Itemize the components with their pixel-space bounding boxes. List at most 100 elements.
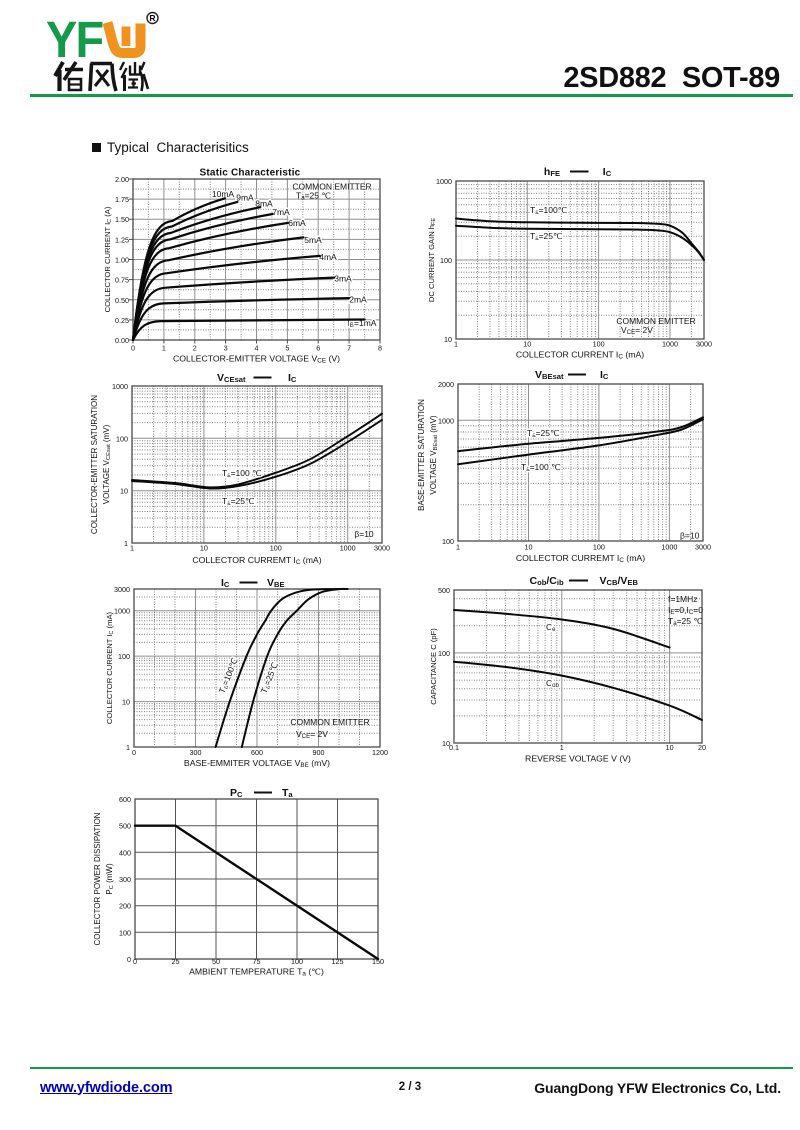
- svg-text:PC (mW): PC (mW): [105, 863, 115, 895]
- svg-text:Ta=100℃: Ta=100℃: [217, 656, 241, 695]
- svg-text:PC: PC: [230, 787, 243, 799]
- svg-text:500: 500: [119, 822, 131, 831]
- svg-text:300: 300: [190, 748, 202, 757]
- svg-text:400: 400: [119, 848, 131, 857]
- svg-text:Ta=100℃: Ta=100℃: [530, 205, 568, 216]
- svg-text:COMMON EMITTER: COMMON EMITTER: [616, 316, 695, 326]
- svg-text:10: 10: [120, 487, 128, 496]
- svg-text:100: 100: [116, 434, 128, 443]
- svg-text:IC: IC: [603, 166, 612, 178]
- svg-text:20: 20: [698, 743, 706, 752]
- svg-text:100: 100: [291, 957, 303, 966]
- svg-text:0: 0: [127, 955, 131, 964]
- svg-text:1.25: 1.25: [115, 235, 129, 244]
- svg-text:900: 900: [313, 748, 325, 757]
- svg-text:100: 100: [270, 544, 282, 553]
- svg-text:f=1MHz: f=1MHz: [668, 594, 698, 604]
- svg-text:COMMON EMITTER: COMMON EMITTER: [290, 717, 369, 727]
- svg-text:10: 10: [444, 335, 452, 344]
- svg-text:Ta=25℃: Ta=25℃: [530, 231, 563, 242]
- svg-text:0.00: 0.00: [115, 336, 129, 345]
- svg-text:75: 75: [253, 957, 261, 966]
- svg-text:VOLTAGE VBEsat (mV): VOLTAGE VBEsat (mV): [429, 415, 439, 495]
- svg-text:1.75: 1.75: [115, 195, 129, 204]
- svg-text:150: 150: [372, 957, 384, 966]
- svg-text:4: 4: [255, 344, 259, 353]
- svg-text:3000: 3000: [695, 543, 711, 552]
- svg-text:BASE-EMITTER SATURATION: BASE-EMITTER SATURATION: [417, 399, 426, 511]
- svg-text:10mA: 10mA: [212, 189, 235, 199]
- svg-text:Ta=100 ℃: Ta=100 ℃: [521, 462, 561, 473]
- svg-text:COLLECTOR-EMITTER SATURATION: COLLECTOR-EMITTER SATURATION: [90, 395, 99, 534]
- svg-text:0: 0: [131, 344, 135, 353]
- svg-text:300: 300: [119, 875, 131, 884]
- svg-text:125: 125: [332, 957, 344, 966]
- svg-text:3000: 3000: [374, 544, 390, 553]
- svg-text:0.50: 0.50: [115, 296, 129, 305]
- svg-text:COLLECTOR CURRENT IC (mA): COLLECTOR CURRENT IC (mA): [105, 611, 115, 724]
- svg-text:7mA: 7mA: [272, 207, 290, 217]
- svg-text:hFE: hFE: [544, 166, 560, 178]
- svg-text:COMMON EMITTER: COMMON EMITTER: [292, 182, 371, 192]
- svg-text:Ta=25℃: Ta=25℃: [527, 428, 560, 439]
- svg-text:1000: 1000: [661, 543, 677, 552]
- svg-text:VBE: VBE: [267, 577, 285, 589]
- svg-text:9mA: 9mA: [236, 193, 254, 203]
- svg-text:0.1: 0.1: [449, 743, 459, 752]
- svg-text:1: 1: [162, 344, 166, 353]
- svg-text:100: 100: [440, 256, 452, 265]
- svg-text:3000: 3000: [114, 585, 130, 594]
- svg-text:CAPACITANCE C (pF): CAPACITANCE C (pF): [429, 628, 438, 705]
- svg-text:7: 7: [347, 344, 351, 353]
- svg-text:COLLECTOR POWER DISSIPATION: COLLECTOR POWER DISSIPATION: [93, 812, 102, 945]
- svg-text:2mA: 2mA: [349, 295, 367, 305]
- svg-text:25: 25: [172, 957, 180, 966]
- svg-text:200: 200: [119, 902, 131, 911]
- svg-text:COLLECTOR CURRENT IC (mA): COLLECTOR CURRENT IC (mA): [516, 350, 644, 361]
- svg-text:100: 100: [119, 928, 131, 937]
- svg-text:IB=1mA: IB=1mA: [348, 318, 377, 329]
- svg-text:10: 10: [523, 340, 531, 349]
- svg-text:1000: 1000: [114, 607, 130, 616]
- svg-text:1: 1: [560, 743, 564, 752]
- svg-text:Ta=25 ℃: Ta=25 ℃: [668, 616, 703, 627]
- svg-text:100: 100: [442, 537, 454, 546]
- svg-text:3: 3: [224, 344, 228, 353]
- svg-text:100: 100: [438, 649, 450, 658]
- svg-text:8: 8: [378, 344, 382, 353]
- svg-text:10: 10: [442, 739, 450, 748]
- svg-text:1.50: 1.50: [115, 215, 129, 224]
- svg-text:VCE= 2V: VCE= 2V: [621, 325, 653, 336]
- svg-text:Ta=100 ℃: Ta=100 ℃: [222, 468, 262, 479]
- svg-text:100: 100: [118, 652, 130, 661]
- svg-text:Ta=25 ℃: Ta=25 ℃: [296, 191, 331, 202]
- svg-text:10: 10: [525, 543, 533, 552]
- svg-text:β=10: β=10: [680, 531, 700, 541]
- svg-text:Cob/Cib: Cob/Cib: [530, 575, 564, 587]
- svg-text:1000: 1000: [662, 340, 678, 349]
- svg-text:VCB/VEB: VCB/VEB: [600, 575, 639, 587]
- svg-text:BASE-EMMITER VOLTAGE VBE (: BASE-EMMITER VOLTAGE VBE (mV): [184, 758, 330, 769]
- svg-text:0.75: 0.75: [115, 276, 129, 285]
- svg-text:10: 10: [666, 743, 674, 752]
- svg-text:600: 600: [251, 748, 263, 757]
- svg-text:6: 6: [316, 344, 320, 353]
- svg-text:COLLECTOR CURRENT IC (A): COLLECTOR CURRENT IC (A): [103, 206, 113, 312]
- svg-text:0: 0: [132, 748, 136, 757]
- svg-text:10: 10: [122, 698, 130, 707]
- svg-text:1: 1: [454, 340, 458, 349]
- svg-text:1000: 1000: [436, 177, 452, 186]
- svg-text:1: 1: [126, 743, 130, 752]
- svg-text:6mA: 6mA: [288, 218, 306, 228]
- svg-text:3mA: 3mA: [334, 274, 352, 284]
- svg-text:REVERSE VOLTAGE V (V): REVERSE VOLTAGE V (V): [525, 754, 631, 764]
- svg-text:500: 500: [438, 586, 450, 595]
- svg-text:Ta: Ta: [282, 787, 293, 799]
- svg-text:COLLECTOR CURREMT IC (mA): COLLECTOR CURREMT IC (mA): [516, 553, 645, 564]
- svg-text:1000: 1000: [112, 382, 128, 391]
- svg-text:3000: 3000: [696, 340, 712, 349]
- svg-text:1000: 1000: [438, 416, 454, 425]
- svg-text:Ce: Ce: [546, 622, 556, 633]
- svg-text:VCE= 2V: VCE= 2V: [296, 729, 328, 740]
- svg-text:COLLECTOR CURREMT IC (mA): COLLECTOR CURREMT IC (mA): [192, 555, 321, 566]
